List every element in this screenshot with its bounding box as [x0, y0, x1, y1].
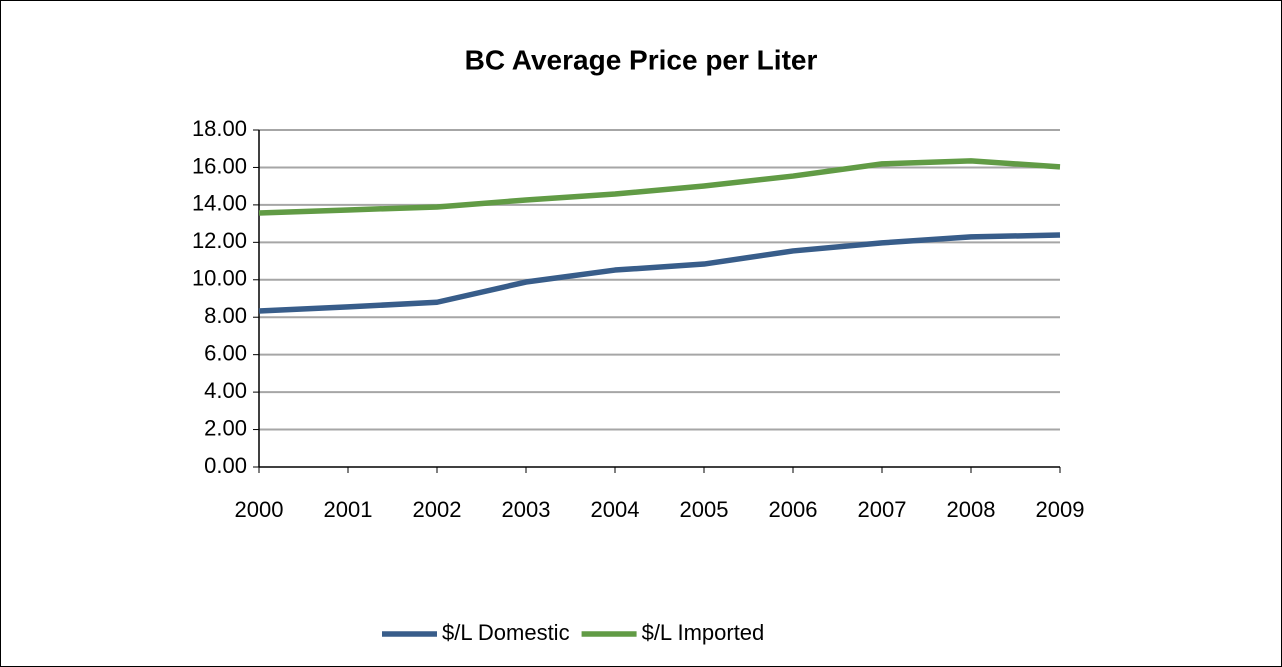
y-tick-label: 14.00: [192, 191, 247, 216]
x-tick-label: 2001: [324, 497, 373, 522]
y-tick-label: 2.00: [204, 415, 247, 440]
x-tick-label: 2006: [769, 497, 818, 522]
y-tick-label: 18.00: [192, 116, 247, 141]
x-tick-label: 2004: [591, 497, 640, 522]
y-tick-label: 8.00: [204, 303, 247, 328]
y-tick-label: 6.00: [204, 340, 247, 365]
x-tick-label: 2003: [502, 497, 551, 522]
y-tick-label: 16.00: [192, 153, 247, 178]
data-line: [258, 232, 1061, 314]
x-tick-label: 2009: [1036, 497, 1085, 522]
y-tick-label: 12.00: [192, 228, 247, 253]
y-tick-label: 4.00: [204, 378, 247, 403]
legend-label: $/L Domestic: [442, 620, 570, 645]
legend-label: $/L Imported: [642, 620, 765, 645]
data-line: [258, 158, 1061, 216]
x-tick-label: 2007: [858, 497, 907, 522]
chart-title: BC Average Price per Liter: [465, 44, 818, 75]
x-tick-label: 2002: [413, 497, 462, 522]
x-tick-label: 2005: [680, 497, 729, 522]
y-tick-label: 10.00: [192, 266, 247, 291]
x-tick-label: 2008: [947, 497, 996, 522]
x-tick-label: 2000: [235, 497, 284, 522]
y-tick-label: 0.00: [204, 453, 247, 478]
